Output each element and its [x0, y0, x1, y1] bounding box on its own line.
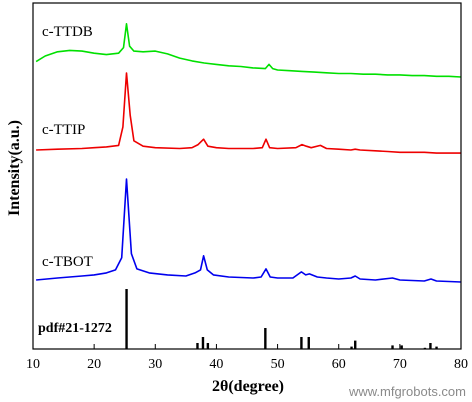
x-axis: 10 20 30 40 50 60 70 80: [26, 344, 468, 372]
x-axis-title: 2θ(degree): [212, 378, 284, 395]
reference-label: pdf#21-1272: [38, 321, 112, 336]
x-tick-label: 60: [332, 357, 346, 372]
series-line-tbot: [36, 178, 462, 283]
plot-area: [35, 23, 462, 349]
x-tick-label: 50: [271, 357, 285, 372]
series-line-ttdb: [35, 23, 462, 78]
series-line-ttip: [36, 72, 461, 154]
series-label-ttdb: c-TTDB: [42, 24, 93, 40]
x-tick-label: 10: [26, 357, 40, 372]
series-label-ttip: c-TTIP: [42, 122, 85, 138]
y-axis-title: Intensity(a.u.): [6, 120, 23, 216]
x-tick-label: 70: [393, 357, 407, 372]
watermark: www.mfgrobots.com: [348, 384, 466, 399]
x-tick-label: 20: [87, 357, 101, 372]
x-tick-label: 40: [209, 357, 223, 372]
plot-frame: [32, 2, 462, 350]
x-tick-label: 30: [148, 357, 162, 372]
series-label-tbot: c-TBOT: [42, 254, 93, 270]
x-tick-label: 80: [454, 357, 468, 372]
